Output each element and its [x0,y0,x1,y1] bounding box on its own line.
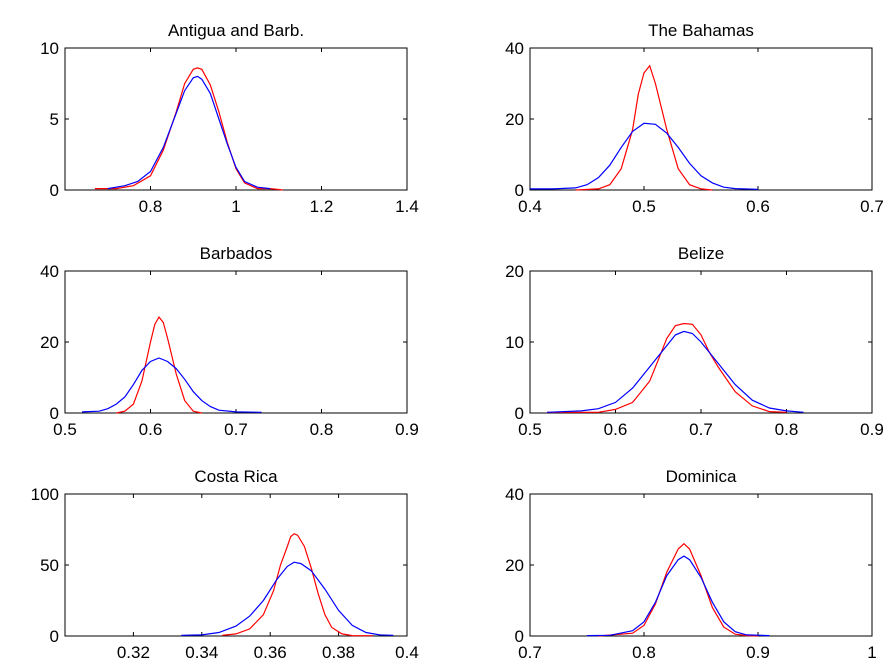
x-tick-label: 0.5 [632,197,656,216]
blue-density-line [530,122,759,190]
subplot-5: Costa Rica 0.32 0.34 0.36 0.38 0.4 0 50 100 [31,467,419,662]
subplot-4: Belize 0.5 0.6 0.7 0.8 0.9 0 10 20 [505,244,884,439]
y-tick-label: 40 [505,485,524,504]
y-tick-label: 20 [505,262,524,281]
x-tick-label: 0.34 [185,643,218,662]
x-tick-label: 0.6 [746,197,770,216]
red-density-line [94,67,284,191]
x-tick-label: 0.8 [310,420,334,439]
blue-density-line [82,357,262,413]
red-density-line [116,316,202,414]
plot-frame [529,493,873,637]
blue-density-line [107,75,271,190]
x-tick-label: 0.38 [322,643,355,662]
y-tick-label: 0 [515,627,524,646]
blue-density-line [547,330,804,413]
x-tick-label: 0.4 [395,643,419,662]
red-density-line [598,542,759,637]
x-tick-label: 0.5 [53,420,77,439]
blue-density-line [586,555,770,637]
y-tick-label: 20 [40,333,59,352]
x-tick-label: 1 [231,197,240,216]
x-tick-label: 0.9 [746,643,770,662]
x-tick-label: 0.7 [860,197,884,216]
y-tick-label: 20 [505,110,524,129]
y-tick-label: 0 [515,404,524,423]
x-tick-label: 0.36 [254,643,287,662]
subplot-1: Antigua and Barb. 0.8 1 1.2 1.4 0 5 10 [40,21,419,216]
x-tick-label: 1.4 [395,197,419,216]
x-tick-label: 1.2 [310,197,334,216]
subplot-3: Barbados 0.5 0.6 0.7 0.8 0.9 0 20 40 [40,244,419,439]
x-tick-label: 1 [867,643,876,662]
subplot-title: Barbados [200,244,273,263]
x-tick-label: 0.8 [775,420,799,439]
y-tick-label: 0 [50,181,59,200]
y-tick-label: 20 [505,556,524,575]
y-tick-label: 5 [50,110,59,129]
red-density-line [222,533,373,637]
y-tick-label: 10 [40,39,59,58]
y-tick-label: 100 [31,485,59,504]
x-tick-label: 0.8 [632,643,656,662]
y-tick-label: 0 [50,627,59,646]
subplot-6: Dominica 0.7 0.8 0.9 1 0 20 40 [505,467,877,662]
x-tick-label: 0.5 [518,420,542,439]
x-tick-label: 0.6 [139,420,163,439]
x-tick-label: 0.7 [518,643,542,662]
subplot-title: Dominica [666,467,737,486]
subplot-title: Belize [678,244,724,263]
x-tick-label: 0.9 [860,420,884,439]
red-density-line [547,322,787,413]
x-tick-label: 0.4 [518,197,542,216]
y-tick-label: 40 [505,39,524,58]
subplot-title: Antigua and Barb. [168,21,304,40]
plot-frame [64,270,408,414]
subplot-title: Costa Rica [194,467,278,486]
y-tick-label: 50 [40,556,59,575]
blue-density-line [181,561,394,636]
x-tick-label: 0.32 [117,643,150,662]
plot-frame [64,493,408,637]
y-tick-label: 10 [505,333,524,352]
x-tick-label: 0.7 [224,420,248,439]
x-tick-label: 0.7 [689,420,713,439]
y-tick-label: 40 [40,262,59,281]
y-tick-label: 0 [515,181,524,200]
x-tick-label: 0.9 [395,420,419,439]
plot-frame [529,47,873,191]
subplot-title: The Bahamas [648,21,754,40]
subplot-2: The Bahamas 0.4 0.5 0.6 0.7 0 20 40 [505,21,884,216]
x-tick-label: 0.6 [604,420,628,439]
x-tick-label: 0.8 [139,197,163,216]
red-density-line [575,64,713,191]
y-tick-label: 0 [50,404,59,423]
